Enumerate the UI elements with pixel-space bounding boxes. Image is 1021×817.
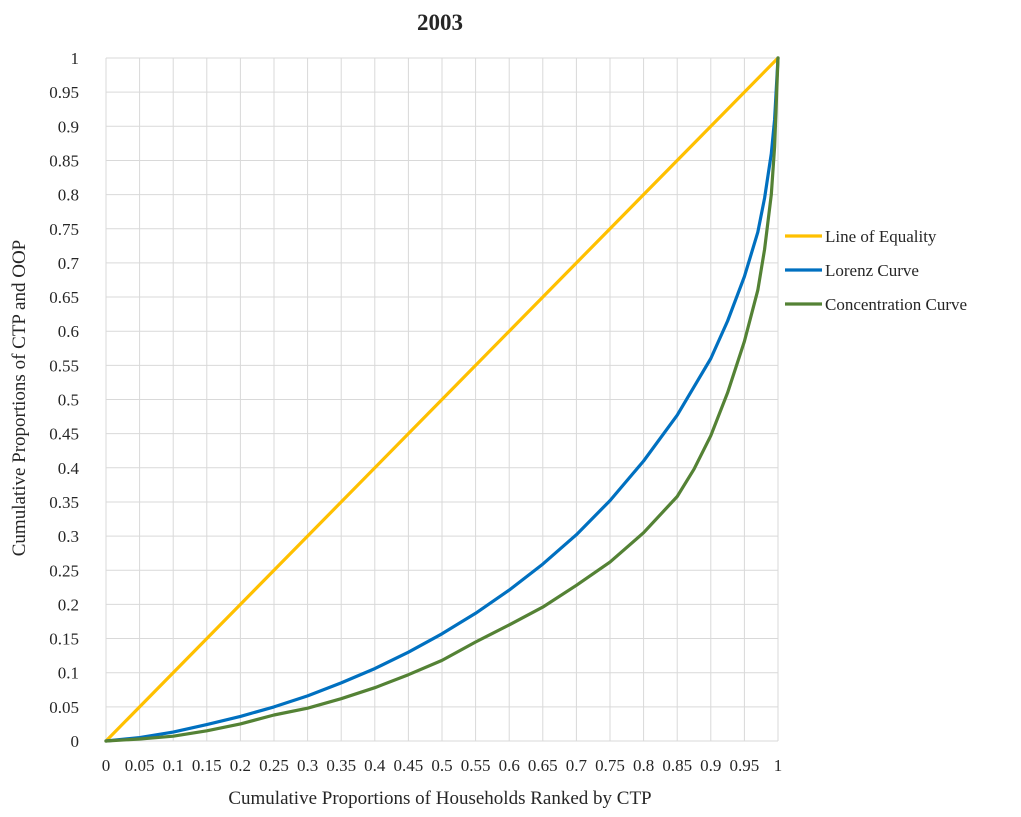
y-tick-label: 0 [71,732,80,751]
x-tick-label: 0.45 [394,756,424,775]
x-tick-label: 0.4 [364,756,386,775]
x-tick-label: 0.35 [326,756,356,775]
y-tick-label: 0.1 [58,664,79,683]
x-tick-label: 0.1 [163,756,184,775]
x-tick-label: 0.6 [499,756,520,775]
y-tick-label: 0.85 [49,151,79,170]
x-tick-label: 0.8 [633,756,654,775]
y-tick-label: 0.95 [49,83,79,102]
x-tick-label: 1 [774,756,783,775]
y-tick-label: 1 [71,49,80,68]
y-tick-label: 0.45 [49,425,79,444]
x-tick-label: 0.2 [230,756,251,775]
legend-entry-0: Line of Equality [825,227,937,246]
y-tick-label: 0.55 [49,356,79,375]
series-line-2 [104,56,780,743]
y-tick-label: 0.8 [58,186,79,205]
y-tick-label: 0.75 [49,220,79,239]
legend-entry-2: Concentration Curve [825,295,967,314]
y-tick-label: 0.15 [49,630,79,649]
series-line-0 [104,56,780,743]
series-lines [104,56,780,743]
x-tick-label: 0.85 [662,756,692,775]
x-tick-label: 0.25 [259,756,289,775]
y-tick-label: 0.2 [58,595,79,614]
y-tick-label: 0.9 [58,117,79,136]
x-tick-label: 0.9 [700,756,721,775]
grid [105,57,779,742]
y-tick-label: 0.4 [58,459,80,478]
x-tick-label: 0.65 [528,756,558,775]
y-tick-label: 0.35 [49,493,79,512]
y-tick-label: 0.6 [58,322,79,341]
legend: Line of Equality Lorenz Curve Concentratio… [785,227,967,314]
x-tick-label: 0.15 [192,756,222,775]
x-tick-label: 0.05 [125,756,155,775]
y-tick-label: 0.7 [58,254,80,273]
y-tick-label: 0.25 [49,561,79,580]
chart-title: 2003 [417,10,463,35]
tick-labels: 0 0.05 0.1 0.15 0.2 0.25 0.3 0.35 0.4 0.45 0.5 0.55… [49,49,782,775]
y-tick-label: 0.3 [58,527,79,546]
x-tick-label: 0.75 [595,756,625,775]
y-tick-label: 0.5 [58,391,79,410]
legend-entry-1: Lorenz Curve [825,261,919,280]
y-tick-label: 0.05 [49,698,79,717]
x-tick-label: 0.95 [730,756,760,775]
y-tick-label: 0.65 [49,288,79,307]
x-tick-label: 0.55 [461,756,491,775]
x-axis-label: Cumulative Proportions of Households Ran… [228,788,651,809]
series-line-1 [104,56,780,743]
x-tick-label: 0.3 [297,756,318,775]
x-tick-label: 0.7 [566,756,588,775]
y-axis-label: Cumulative Proportions of CTP and OOP [9,240,30,557]
x-tick-label: 0.5 [431,756,452,775]
x-tick-label: 0 [102,756,111,775]
